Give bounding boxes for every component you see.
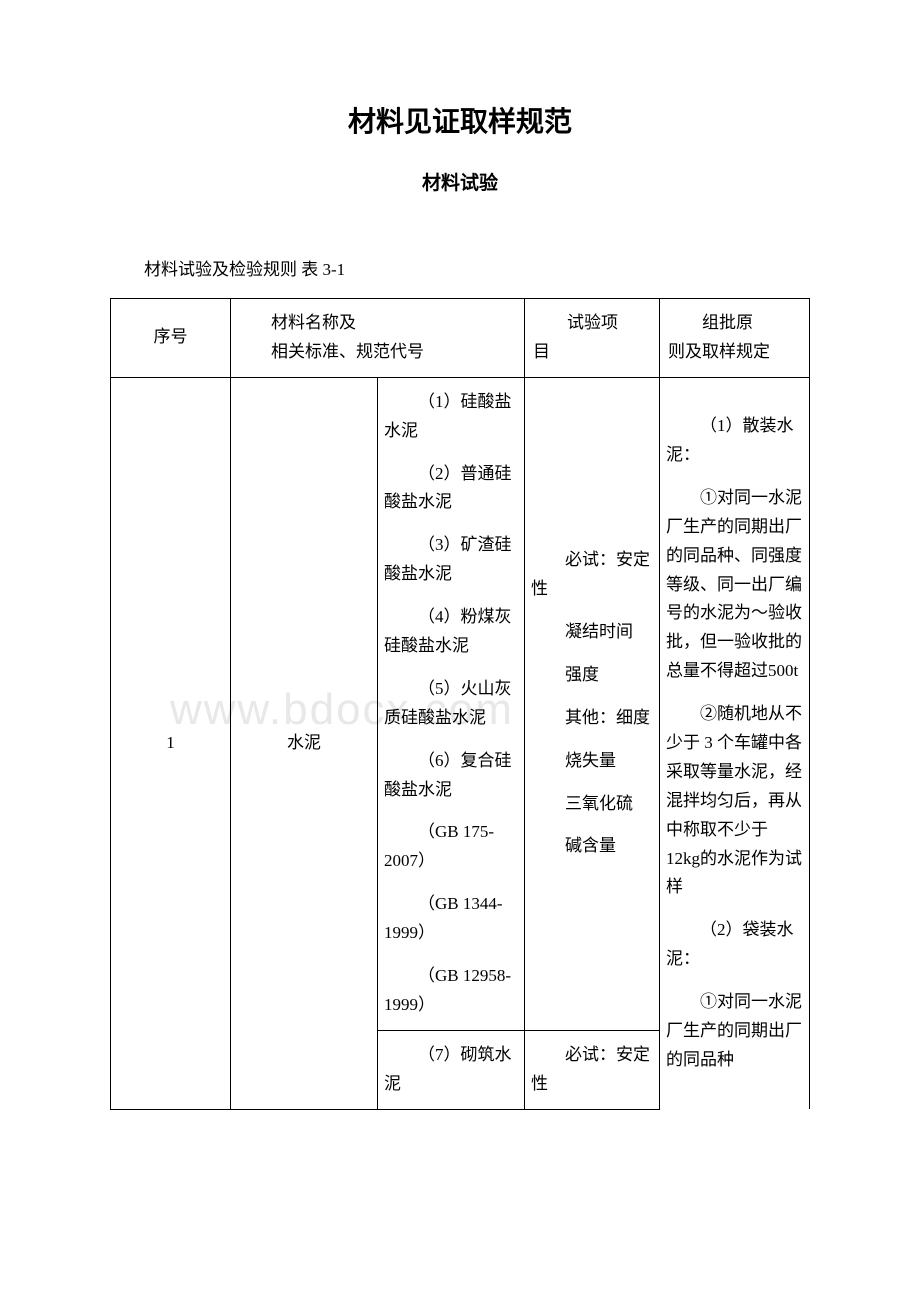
header-test-suffix: 目 — [533, 342, 550, 361]
doc-subtitle: 材料试验 — [110, 168, 810, 195]
test-must-label-text: 必试： — [565, 550, 616, 569]
cell-seq: 1 — [111, 377, 231, 1109]
material-table: 序号 材料名称及 相关标准、规范代号 试验项 目 组批原 则及取样规定 — [110, 298, 810, 1110]
rule-item: ①对同一水泥厂生产的同期出厂的同品种 — [666, 988, 803, 1075]
test-must-label: 必试：安定性 — [531, 1041, 653, 1099]
type-item: （5）火山灰质硅酸盐水泥 — [384, 675, 518, 733]
test-item: 细度 — [616, 708, 650, 727]
table-header-row: 序号 材料名称及 相关标准、规范代号 试验项 目 组批原 则及取样规定 — [111, 299, 810, 378]
doc-title: 材料见证取样规范 — [110, 100, 810, 140]
header-name: 材料名称及 相关标准、规范代号 — [231, 299, 525, 378]
header-rule-prefix: 组批原 — [668, 309, 753, 338]
header-name-line1: 材料名称及 — [271, 309, 516, 338]
test-item: 凝结时间 — [531, 618, 653, 647]
type-item: （2）普通硅酸盐水泥 — [384, 460, 518, 518]
header-test: 试验项 目 — [525, 299, 660, 378]
rule-item: （2）袋装水泥： — [666, 916, 803, 974]
test-item: 烧失量 — [531, 747, 653, 776]
cell-types-b: （7）砌筑水泥 — [378, 1030, 525, 1109]
rule-item: ②随机地从不少于 3 个车罐中各采取等量水泥，经混拌均匀后，再从中称取不少于 1… — [666, 700, 803, 902]
cell-tests-b: 必试：安定性 — [525, 1030, 660, 1109]
type-item: （3）矿渣硅酸盐水泥 — [384, 531, 518, 589]
type-item: （GB 1344-1999） — [384, 890, 518, 948]
cell-tests-a: 必试：安定性 凝结时间 强度 其他：细度 烧失量 三氧化硫 碱含量 — [525, 377, 660, 1030]
type-item: （6）复合硅酸盐水泥 — [384, 747, 518, 805]
header-test-prefix: 试验项 — [533, 309, 618, 338]
type-item: （7）砌筑水泥 — [384, 1041, 518, 1099]
test-item: 三氧化硫 — [531, 790, 653, 819]
type-item: （GB 12958-1999） — [384, 962, 518, 1020]
header-rule-suffix: 则及取样规定 — [668, 342, 770, 361]
cell-rules: （1）散装水泥： ①对同一水泥厂生产的同期出厂的同品种、同强度等级、同一出厂编号… — [660, 377, 810, 1109]
type-item: （GB 175-2007） — [384, 818, 518, 876]
type-item: （4）粉煤灰硅酸盐水泥 — [384, 603, 518, 661]
test-other-label: 其他：细度 — [531, 704, 653, 733]
header-rule: 组批原 则及取样规定 — [660, 299, 810, 378]
type-item: （1）硅酸盐水泥 — [384, 388, 518, 446]
header-seq: 序号 — [111, 299, 231, 378]
table-row: 1 水泥 （1）硅酸盐水泥 （2）普通硅酸盐水泥 （3）矿渣硅酸盐水泥 （4）粉… — [111, 377, 810, 1030]
rule-item: （1）散装水泥： — [666, 412, 803, 470]
cell-types-a: （1）硅酸盐水泥 （2）普通硅酸盐水泥 （3）矿渣硅酸盐水泥 （4）粉煤灰硅酸盐… — [378, 377, 525, 1030]
cell-material: 水泥 — [231, 377, 378, 1109]
test-item: 碱含量 — [531, 832, 653, 861]
test-must-label-text: 必试： — [565, 1045, 616, 1064]
test-other-label-text: 其他： — [565, 708, 616, 727]
test-item: 强度 — [531, 661, 653, 690]
rule-item: ①对同一水泥厂生产的同期出厂的同品种、同强度等级、同一出厂编号的水泥为～验收批，… — [666, 484, 803, 686]
header-name-line2: 相关标准、规范代号 — [271, 338, 516, 367]
test-must-label: 必试：安定性 — [531, 546, 653, 604]
table-caption: 材料试验及检验规则 表 3-1 — [110, 255, 810, 280]
